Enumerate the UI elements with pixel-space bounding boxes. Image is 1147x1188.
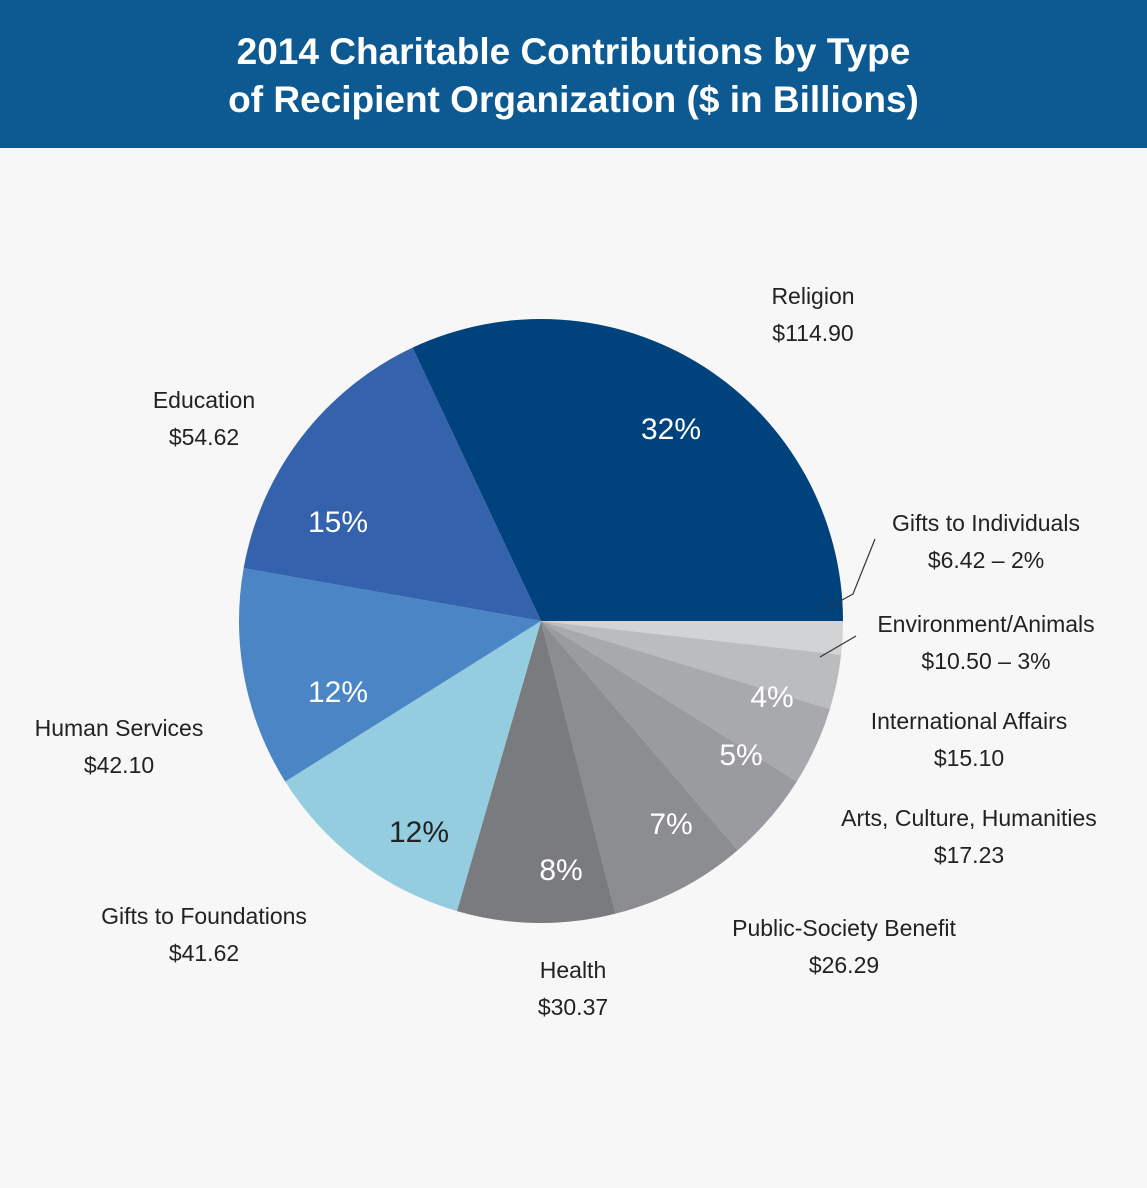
label-public-society-benefit-value: $26.29: [809, 952, 879, 978]
label-religion: Religion $114.90: [771, 283, 854, 346]
pie-slice-environment-animals: [541, 621, 842, 710]
percent-label-gifts-to-foundations: 12%: [389, 816, 449, 849]
pie-slice-international-affairs: [541, 621, 830, 782]
chart-title-line-2: of Recipient Organization ($ in Billions…: [228, 79, 919, 120]
label-environment-animals: Environment/Animals $10.50 – 3%: [877, 611, 1094, 674]
label-gifts-to-foundations: Gifts to Foundations $41.62: [101, 903, 307, 966]
label-education-name: Education: [153, 387, 255, 413]
percent-label-international-affairs: 4%: [750, 681, 793, 714]
leader-line-gifts-to-individuals: [825, 538, 876, 610]
label-public-society-benefit: Public-Society Benefit $26.29: [732, 915, 956, 978]
label-environment-animals-value: $10.50 – 3%: [921, 648, 1050, 674]
label-health-name: Health: [540, 957, 606, 983]
label-gifts-to-individuals-name: Gifts to Individuals: [892, 510, 1080, 536]
label-arts-culture-humanities-name: Arts, Culture, Humanities: [841, 805, 1097, 831]
pie-slice-gifts-to-foundations: [285, 621, 541, 912]
percent-label-arts-culture-humanities: 5%: [719, 739, 762, 772]
label-religion-value: $114.90: [772, 320, 853, 346]
percent-label-human-services: 12%: [308, 676, 368, 709]
label-arts-culture-humanities-value: $17.23: [934, 842, 1004, 868]
pie-slice-religion: [412, 319, 843, 621]
chart-title: 2014 Charitable Contributions by Type of…: [0, 28, 1147, 124]
pie-slice-arts-culture-humanities: [541, 621, 797, 851]
pie-slice-health: [456, 621, 616, 924]
label-religion-name: Religion: [771, 283, 854, 309]
label-gifts-to-individuals-value: $6.42 – 2%: [928, 547, 1044, 573]
label-gifts-to-foundations-value: $41.62: [169, 940, 239, 966]
label-education: Education $54.62: [153, 387, 255, 450]
label-human-services: Human Services $42.10: [35, 715, 204, 778]
label-public-society-benefit-name: Public-Society Benefit: [732, 915, 956, 941]
label-health: Health $30.37: [538, 957, 608, 1020]
chart-title-line-1: 2014 Charitable Contributions by Type: [236, 31, 911, 72]
leader-line-environment-animals: [819, 635, 857, 658]
pie-slice-gifts-to-individuals: [541, 621, 844, 655]
label-human-services-value: $42.10: [84, 752, 154, 778]
percent-label-public-society-benefit: 7%: [649, 808, 692, 841]
label-international-affairs-value: $15.10: [934, 745, 1004, 771]
label-arts-culture-humanities: Arts, Culture, Humanities $17.23: [841, 805, 1097, 868]
pie-slice-education: [243, 347, 541, 621]
label-gifts-to-individuals: Gifts to Individuals $6.42 – 2%: [892, 510, 1080, 573]
pie-slice-human-services: [238, 568, 542, 782]
label-gifts-to-foundations-name: Gifts to Foundations: [101, 903, 307, 929]
label-health-value: $30.37: [538, 994, 608, 1020]
label-human-services-name: Human Services: [35, 715, 204, 741]
label-international-affairs: International Affairs $15.10: [871, 708, 1067, 771]
percent-label-religion: 32%: [641, 413, 701, 446]
label-education-value: $54.62: [169, 424, 239, 450]
percent-label-health: 8%: [539, 854, 582, 887]
label-international-affairs-name: International Affairs: [871, 708, 1067, 734]
label-environment-animals-name: Environment/Animals: [877, 611, 1094, 637]
title-banner: 2014 Charitable Contributions by Type of…: [0, 0, 1147, 148]
pie-slice-public-society-benefit: [541, 621, 738, 914]
percent-label-education: 15%: [308, 506, 368, 539]
